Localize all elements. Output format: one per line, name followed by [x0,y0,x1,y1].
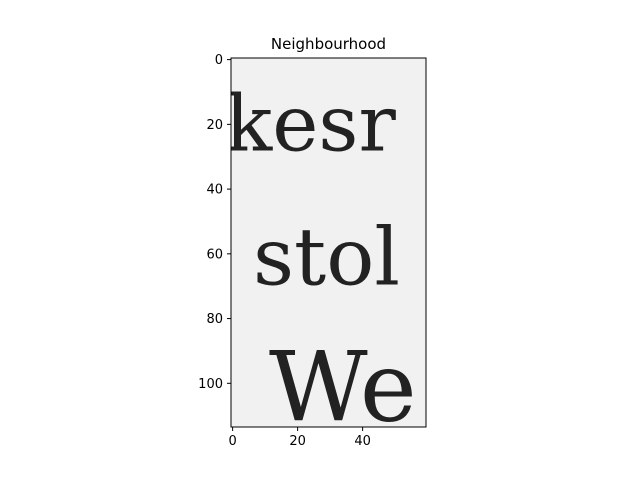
image-text-line: kesr [225,79,396,169]
image-text-line: We [269,332,417,444]
text-glyph-layer: kesr stol We [225,79,417,444]
image-area: kesr stol We [225,58,426,444]
x-tick-label: 0 [228,434,236,449]
y-tick-label: 60 [206,247,223,262]
image-text-line: stol [253,210,400,303]
y-tick-label: 80 [206,312,223,327]
y-axis-ticks: 0 20 40 60 80 100 [198,53,231,392]
y-tick-label: 40 [206,183,223,198]
y-tick-label: 20 [206,118,223,133]
x-tick-label: 20 [289,434,306,449]
chart-title: Neighbourhood [271,35,386,53]
x-axis-ticks: 0 20 40 [228,427,371,449]
y-tick-label: 100 [198,377,223,392]
y-tick-label: 0 [215,53,223,68]
axes-frame [230,57,427,428]
x-tick-label: 40 [354,434,371,449]
image-background [231,58,426,427]
